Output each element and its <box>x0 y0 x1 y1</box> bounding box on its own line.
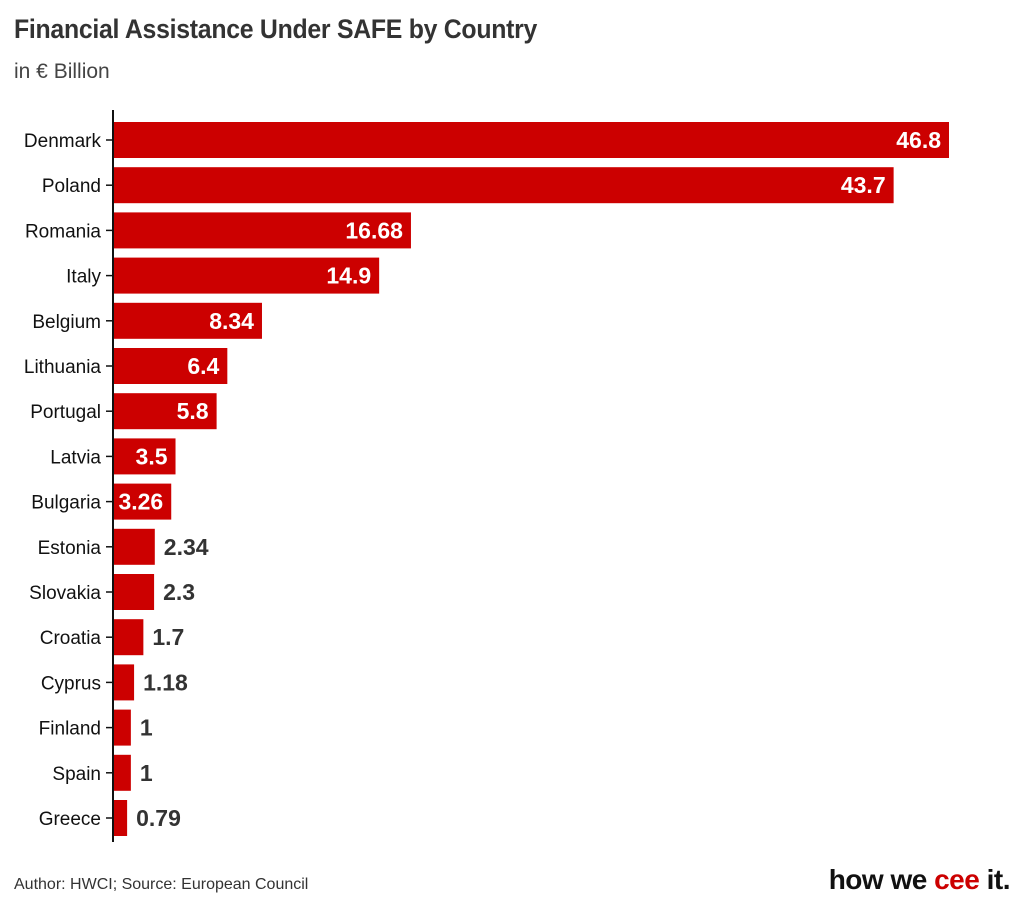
category-label: Latvia <box>50 447 101 468</box>
value-label: 1 <box>140 760 153 786</box>
category-label: Portugal <box>30 402 101 423</box>
value-label: 5.8 <box>177 398 209 424</box>
value-label: 0.79 <box>136 805 181 831</box>
value-label: 1.7 <box>152 624 184 650</box>
category-label: Lithuania <box>24 357 102 378</box>
category-label: Belgium <box>32 312 101 333</box>
category-label: Finland <box>39 719 101 740</box>
bar <box>114 122 949 158</box>
category-label: Croatia <box>40 628 102 649</box>
category-label: Spain <box>52 764 101 785</box>
bar <box>114 302 262 339</box>
category-label: Romania <box>25 221 101 242</box>
bar <box>114 483 172 520</box>
value-label: 6.4 <box>187 353 219 379</box>
category-label: Bulgaria <box>31 493 101 514</box>
value-label: 1 <box>140 715 153 741</box>
category-label: Poland <box>42 176 101 197</box>
logo-text-1: how we <box>828 864 935 895</box>
bar <box>114 167 894 204</box>
value-label: 3.26 <box>118 489 163 515</box>
bar <box>114 619 144 656</box>
value-label: 3.5 <box>136 443 168 469</box>
bar <box>114 348 228 384</box>
category-label: Estonia <box>38 538 102 559</box>
value-label: 2.3 <box>163 579 195 605</box>
value-label: 43.7 <box>841 172 886 198</box>
bar <box>114 257 380 294</box>
bar <box>114 393 217 430</box>
brand-logo: how we cee it. <box>828 864 1011 896</box>
value-label: 14.9 <box>326 263 371 289</box>
bar <box>114 754 131 791</box>
chart-subtitle: in € Billion <box>14 60 110 83</box>
bar <box>114 212 411 249</box>
bar <box>114 574 155 610</box>
bar <box>114 664 135 701</box>
category-label: Italy <box>66 267 101 288</box>
category-label: Denmark <box>24 131 102 152</box>
value-label: 2.34 <box>164 534 209 560</box>
category-label: Cyprus <box>41 673 101 694</box>
source-credit: Author: HWCI; Source: European Council <box>14 876 309 893</box>
bar <box>114 709 131 746</box>
bar <box>114 528 155 565</box>
chart-title: Financial Assistance Under SAFE by Count… <box>14 14 538 44</box>
logo-text-2: it. <box>979 864 1011 895</box>
value-label: 46.8 <box>896 127 941 153</box>
bar-chart: Denmark 46.8 Poland 43.7 Romania 16.68 Italy 14… <box>24 110 949 842</box>
value-label: 16.68 <box>345 217 403 243</box>
category-label: Slovakia <box>29 583 101 604</box>
value-label: 8.34 <box>209 308 254 334</box>
value-label: 1.18 <box>143 669 188 695</box>
category-label: Greece <box>39 809 101 830</box>
bar <box>114 438 176 475</box>
bar <box>114 800 128 836</box>
logo-text-accent: cee <box>934 864 980 895</box>
